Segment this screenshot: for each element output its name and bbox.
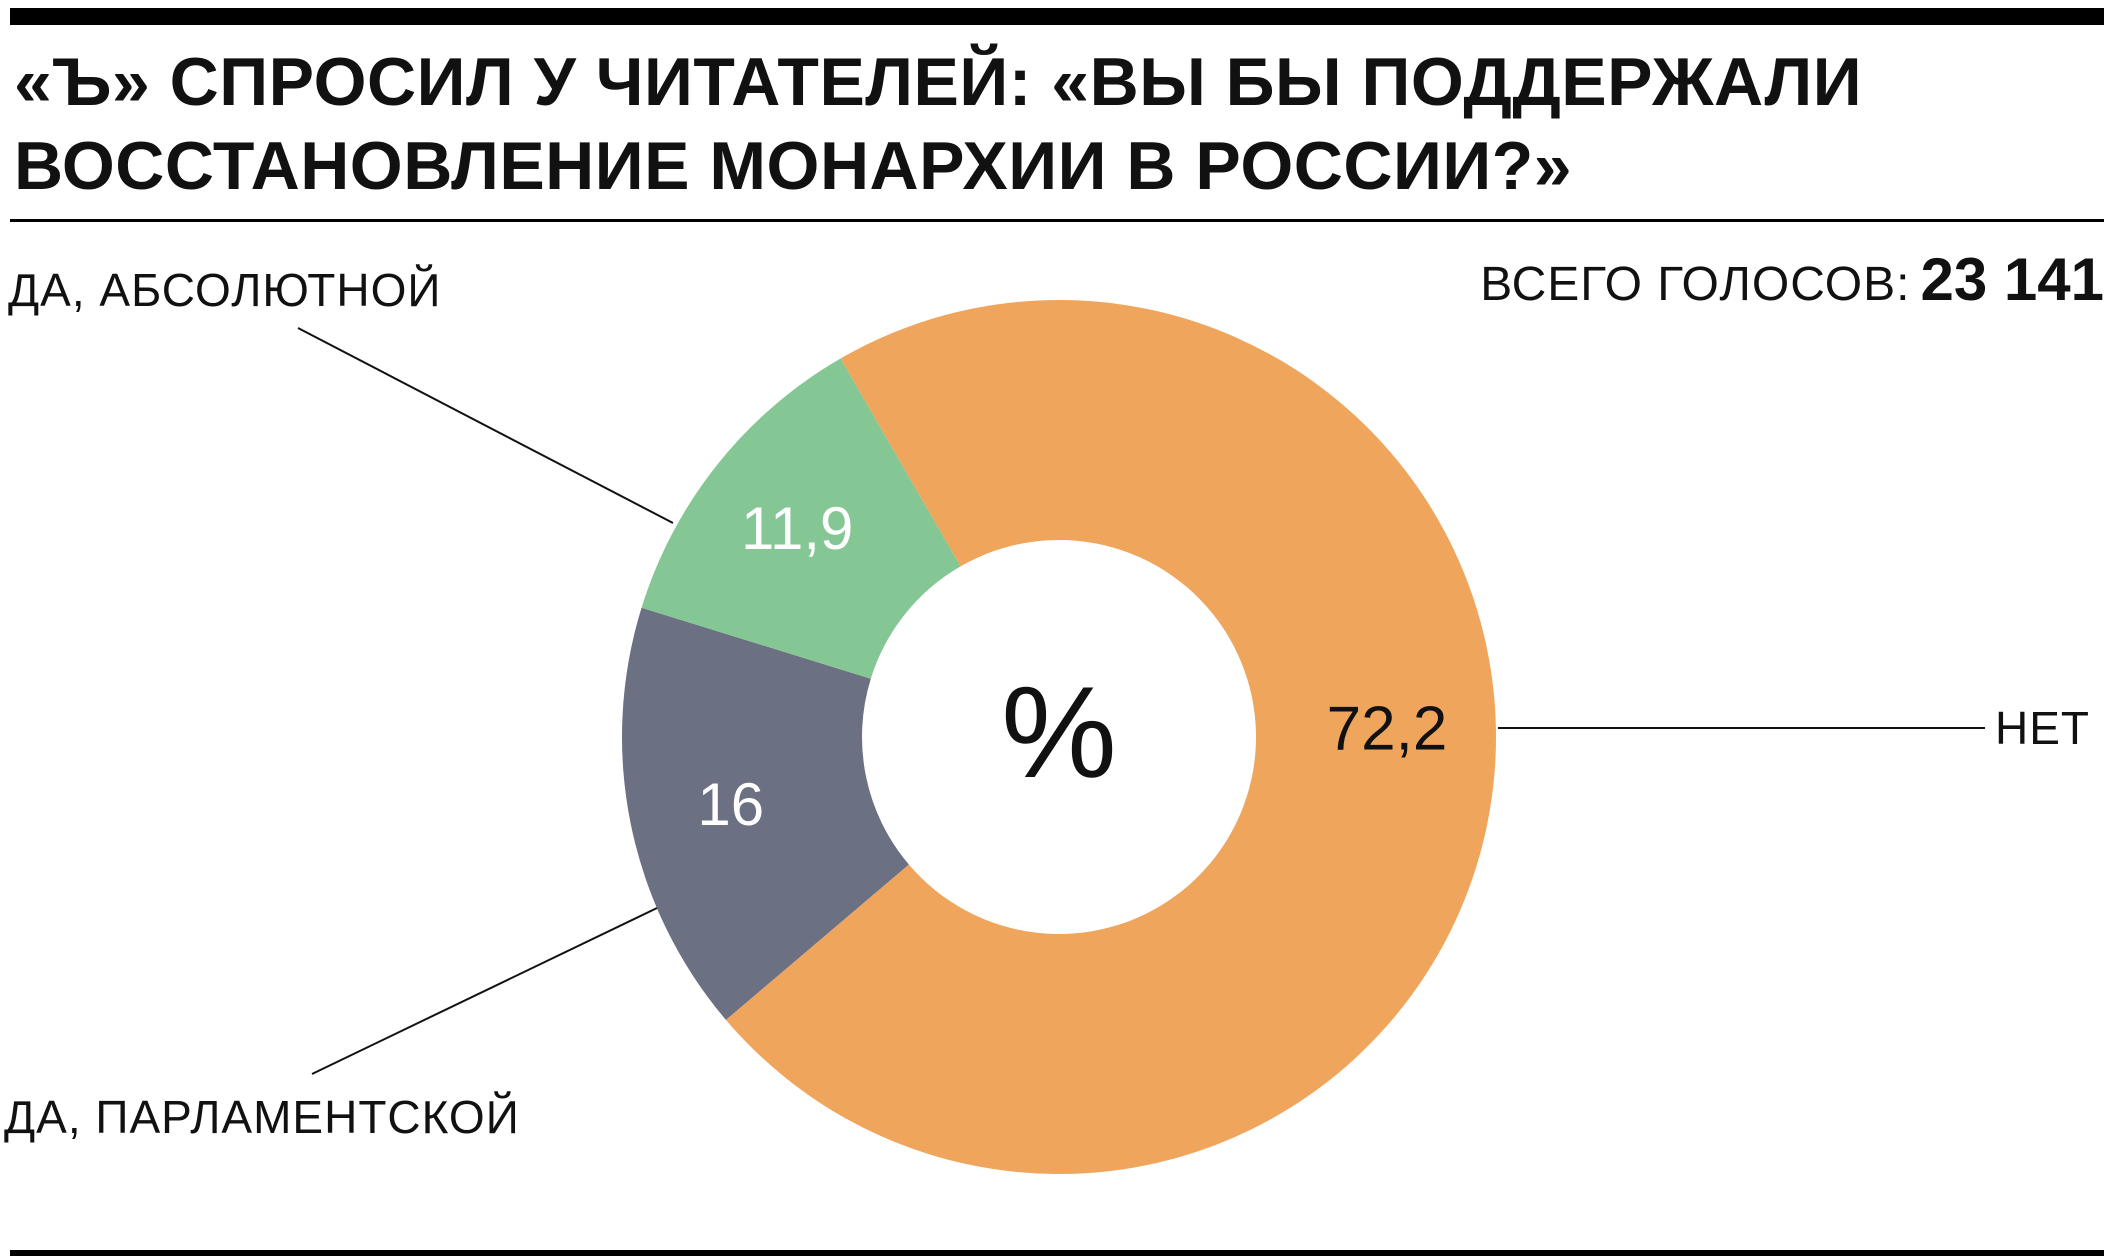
title-divider bbox=[10, 219, 2104, 222]
slice-absolute bbox=[641, 358, 961, 679]
top-rule bbox=[10, 8, 2104, 25]
slice-absolute-leader-line bbox=[297, 327, 674, 524]
slice-net bbox=[725, 300, 1496, 1174]
chart-title-line-2: ВОССТАНОВЛЕНИЕ МОНАРХИИ В РОССИИ?» bbox=[14, 128, 1573, 204]
slice-absolute-value-label: 11,9 bbox=[741, 495, 853, 562]
slice-parliamentary-leader-line bbox=[311, 907, 658, 1075]
bottom-rule bbox=[10, 1250, 2104, 1256]
chart-title: «Ъ» СПРОСИЛ У ЧИТАТЕЛЕЙ: «ВЫ БЫ ПОДДЕРЖА… bbox=[14, 40, 2074, 208]
slice-parliamentary-category-label: ДА, ПАРЛАМЕНТСКОЙ bbox=[4, 1091, 520, 1143]
slice-net-category-label: НЕТ bbox=[1995, 702, 2090, 754]
chart-title-line-1: «Ъ» СПРОСИЛ У ЧИТАТЕЛЕЙ: «ВЫ БЫ ПОДДЕРЖА… bbox=[14, 44, 1863, 120]
total-votes-label: ВСЕГО ГОЛОСОВ: bbox=[1480, 258, 1911, 311]
total-votes-value: 23 141 bbox=[1920, 246, 2104, 313]
center-percent-label: % bbox=[1001, 659, 1117, 805]
slice-parliamentary-value-label: 16 bbox=[697, 771, 764, 838]
total-votes: ВСЕГО ГОЛОСОВ: 23 141 bbox=[1480, 250, 2104, 315]
slice-absolute-category-label: ДА, АБСОЛЮТНОЙ bbox=[8, 264, 441, 316]
slice-parliamentary bbox=[621, 607, 909, 1020]
slice-net-value-label: 72,2 bbox=[1327, 695, 1448, 764]
